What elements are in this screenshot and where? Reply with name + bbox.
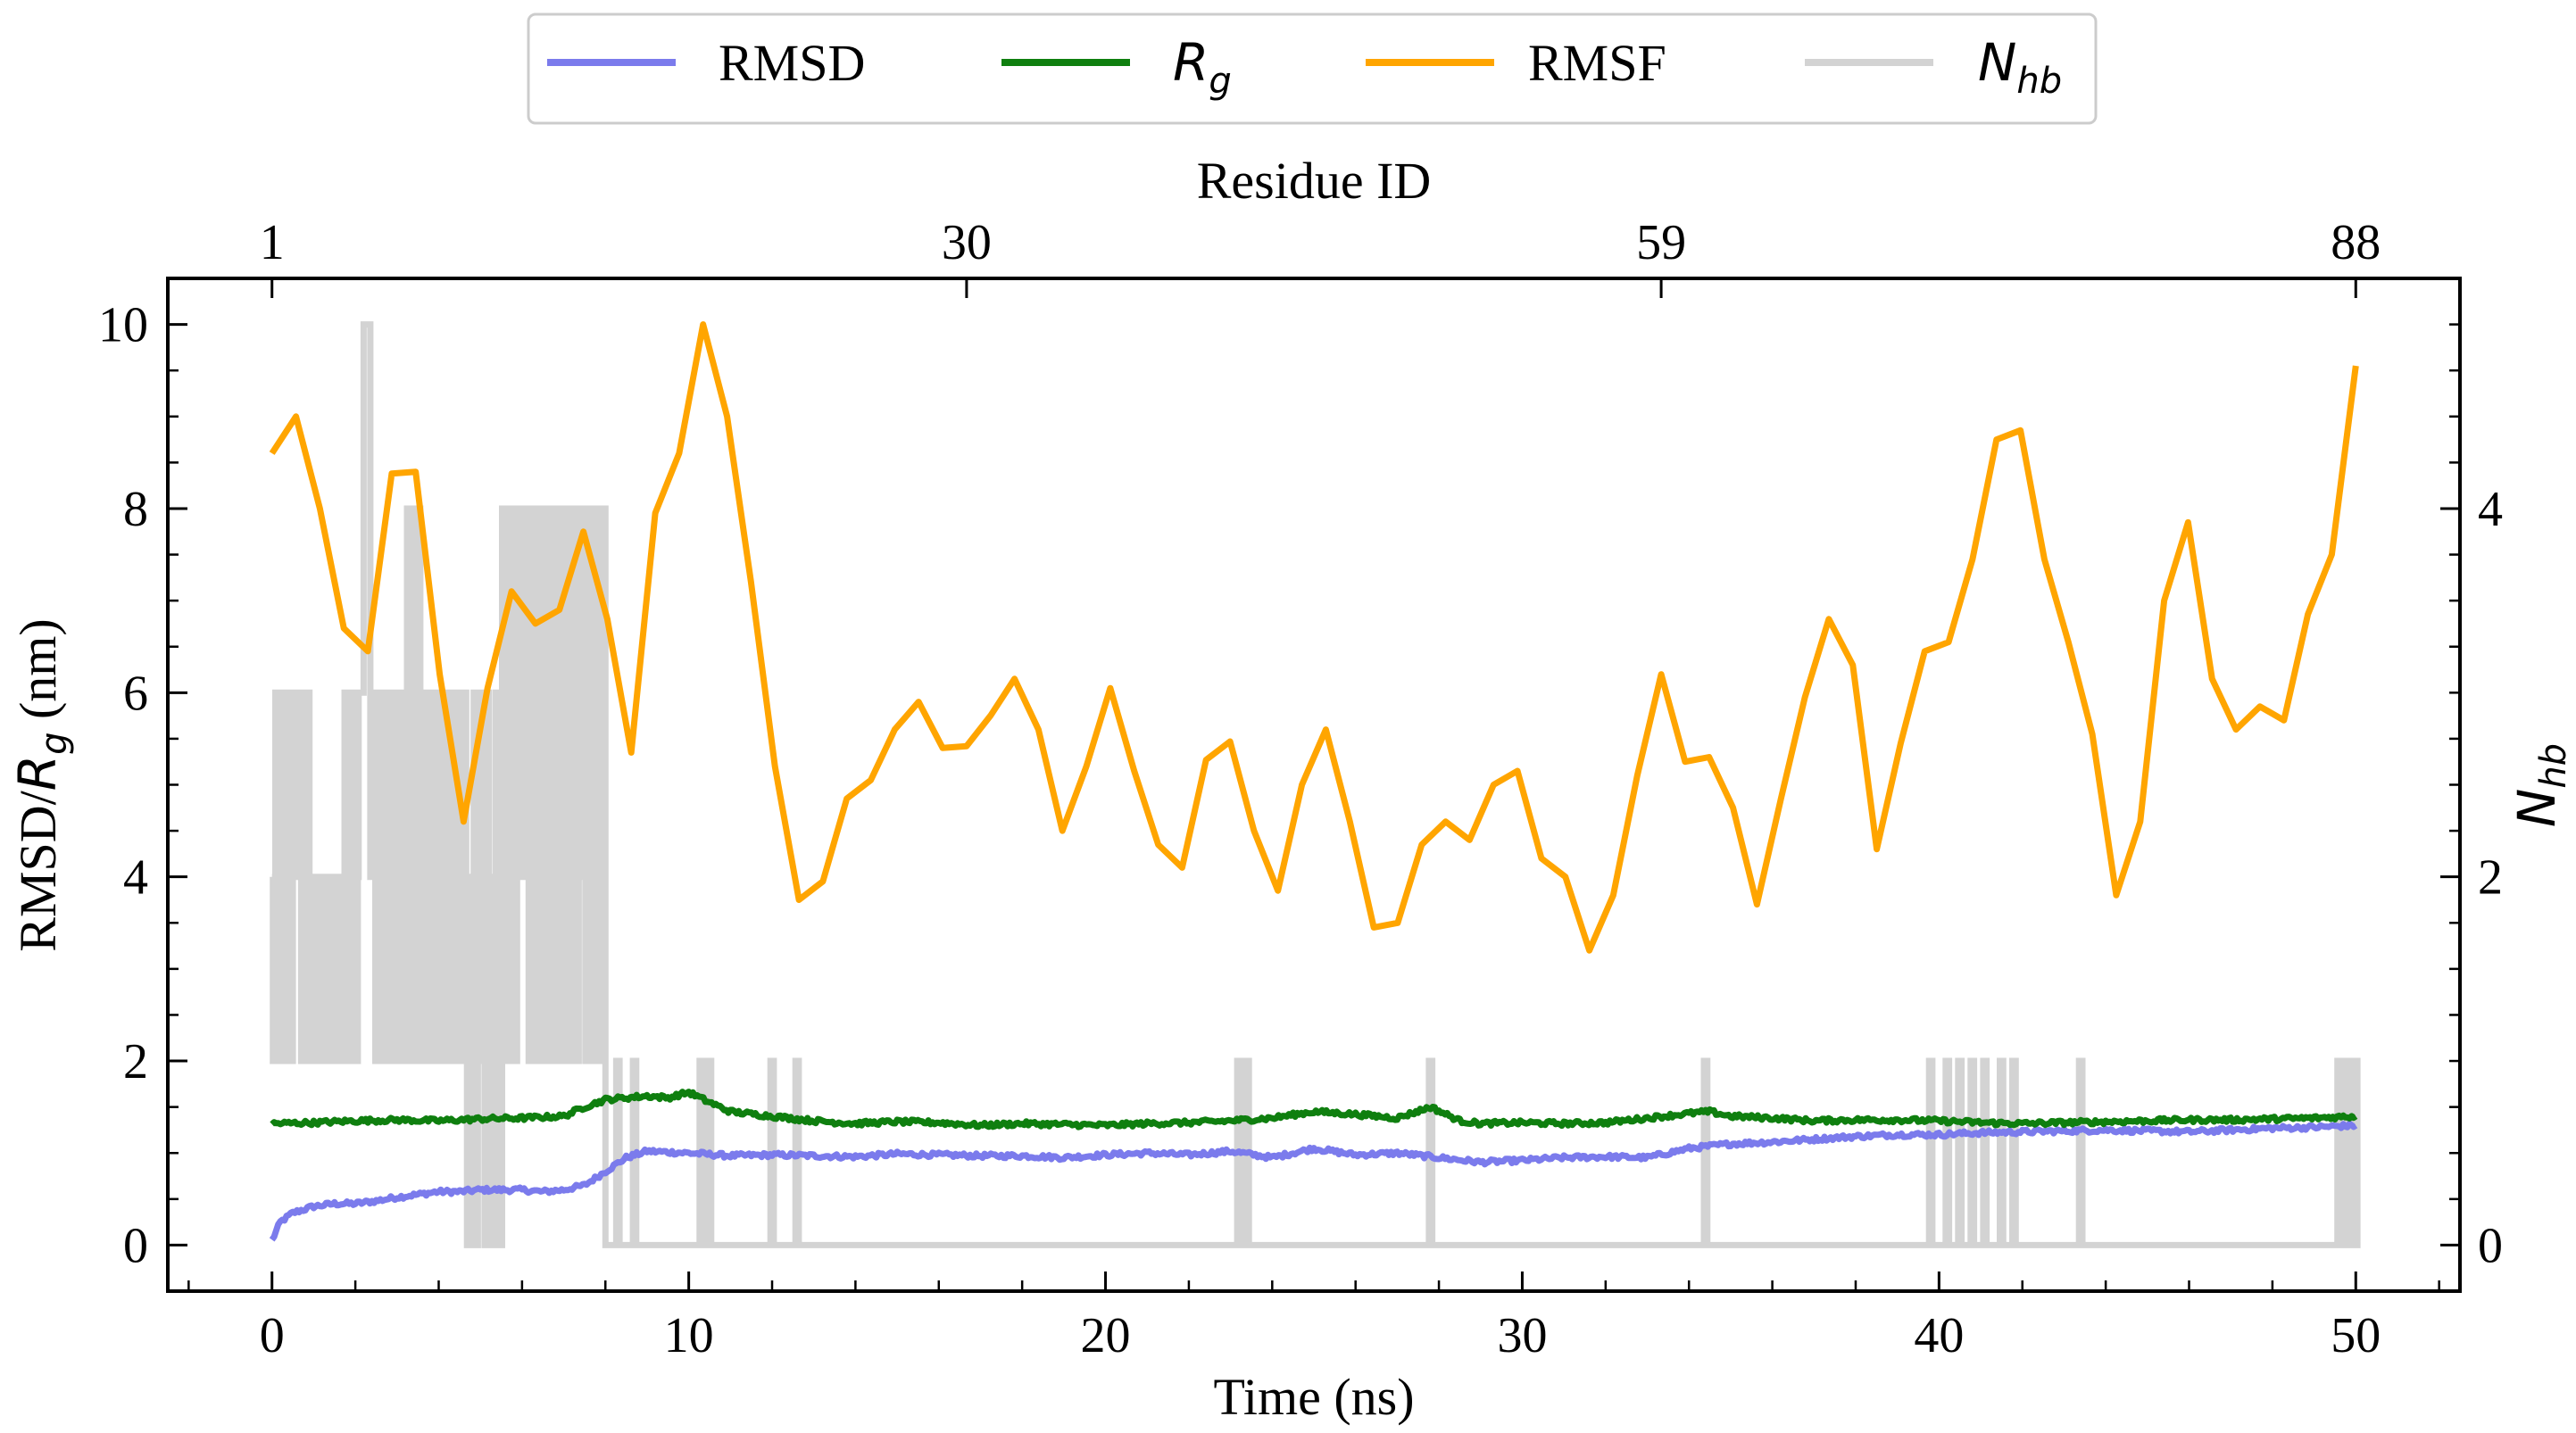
x-tick-label: 40 xyxy=(1914,1308,1964,1363)
top-tick-label: 1 xyxy=(260,215,285,270)
svg-text:RMSD/Rg (nm): RMSD/Rg (nm) xyxy=(7,618,75,951)
series-rmsf-line xyxy=(269,321,2359,954)
series-rg-line xyxy=(270,1089,2358,1131)
svg-text:Nhb: Nhb xyxy=(2506,743,2574,827)
x-tick-label: 30 xyxy=(1497,1308,1547,1363)
legend-label-rg: Rg xyxy=(1173,32,1232,102)
legend-label-sub: g xyxy=(1209,61,1231,102)
y-left-tick-label: 8 xyxy=(123,482,148,537)
series-layer xyxy=(269,321,2361,1248)
legend-label-rmsd: RMSD xyxy=(719,34,865,92)
legend-item-rmsd: RMSD xyxy=(547,34,865,92)
top-tick-label: 88 xyxy=(2331,215,2381,270)
series-rmsd-line xyxy=(269,1120,2358,1242)
series-nhb xyxy=(270,321,2361,1248)
legend-label-main: R xyxy=(1173,32,1209,93)
y-left-tick-label: 0 xyxy=(123,1218,148,1273)
x-tick-label: 10 xyxy=(664,1308,714,1363)
x-tick-label: 0 xyxy=(260,1308,285,1363)
y-left-title-italic: R xyxy=(7,755,68,791)
axis-ticks: 0 10 20 30 40 50 1 30 59 88 0 2 4 6 8 10 0 2 4 xyxy=(98,215,2503,1363)
y-right-tick-label: 4 xyxy=(2478,482,2503,537)
y-left-tick-label: 2 xyxy=(123,1034,148,1089)
top-tick-label: 30 xyxy=(942,215,992,270)
legend-label-rmsf: RMSF xyxy=(1528,34,1666,92)
y-left-title-suffix: (nm) xyxy=(9,618,67,732)
x-tick-label: 50 xyxy=(2331,1308,2381,1363)
y-left-title-sub: g xyxy=(34,733,75,755)
legend-label-main: N xyxy=(1978,32,2016,93)
legend-label-main: RMSD xyxy=(719,34,865,92)
legend: RMSD Rg RMSF Nhb xyxy=(527,12,2098,125)
series-nhb-line xyxy=(270,321,2361,1248)
x-axis-title: Time (ns) xyxy=(1213,1368,1414,1426)
y-right-title-sub: hb xyxy=(2533,743,2574,789)
legend-item-rg: Rg xyxy=(1001,32,1232,102)
y-left-tick-label: 4 xyxy=(123,850,148,906)
y-right-tick-label: 2 xyxy=(2478,850,2503,906)
y-left-title-prefix: RMSD/ xyxy=(9,790,67,951)
legend-item-nhb: Nhb xyxy=(1805,32,2062,102)
x-tick-label: 20 xyxy=(1081,1308,1131,1363)
y-left-tick-label: 6 xyxy=(123,666,148,721)
y-left-tick-label: 10 xyxy=(98,298,148,353)
y-right-tick-label: 0 xyxy=(2478,1218,2503,1273)
top-axis-title: Residue ID xyxy=(1197,152,1432,210)
legend-label-main: RMSF xyxy=(1528,34,1666,92)
top-tick-label: 59 xyxy=(1636,215,1686,270)
y-right-title-italic: N xyxy=(2506,789,2567,827)
y-left-axis-title: RMSD/Rg (nm) xyxy=(7,618,75,951)
legend-frame xyxy=(527,12,2098,125)
legend-item-rmsf: RMSF xyxy=(1366,34,1666,92)
legend-label-nhb: Nhb xyxy=(1978,32,2062,102)
legend-label-sub: hb xyxy=(2016,61,2062,102)
y-right-axis-title: Nhb xyxy=(2506,743,2574,827)
